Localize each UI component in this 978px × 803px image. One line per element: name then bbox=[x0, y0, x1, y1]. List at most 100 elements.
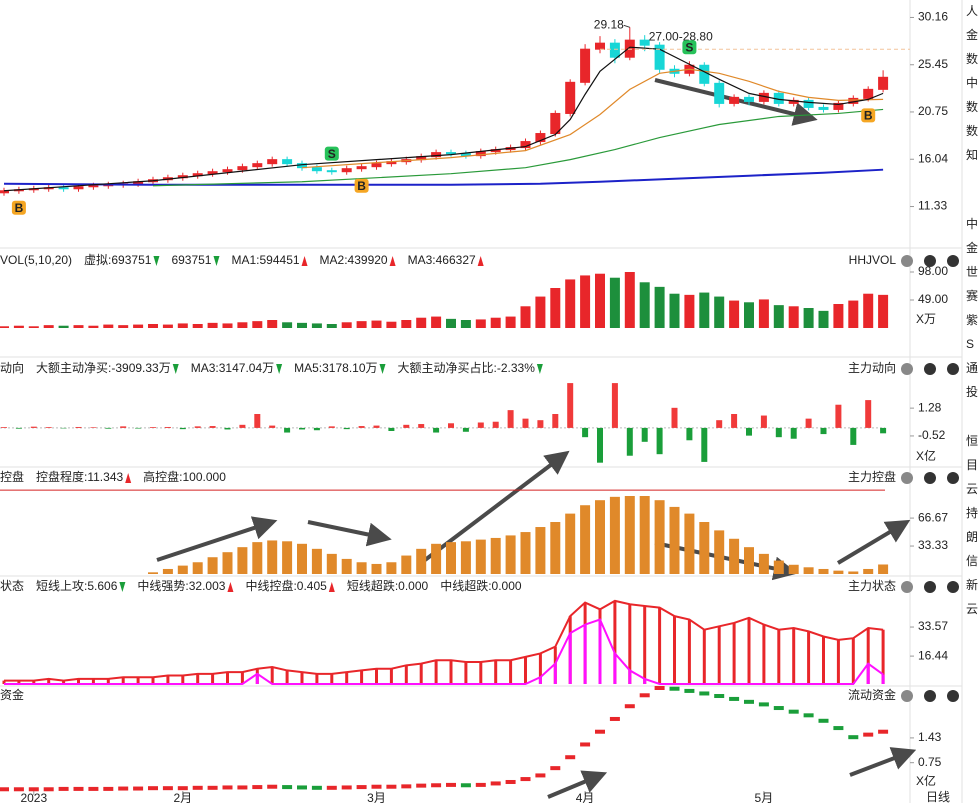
bar bbox=[448, 423, 454, 428]
flow-step bbox=[58, 786, 69, 791]
flow-step bbox=[13, 787, 24, 792]
flow-step bbox=[639, 693, 650, 698]
trend-icon bbox=[213, 256, 220, 266]
flow-step bbox=[595, 729, 605, 734]
sidebar-text: 金 bbox=[966, 240, 978, 255]
bar bbox=[520, 532, 531, 574]
bar bbox=[164, 426, 171, 428]
panel-icon bbox=[947, 472, 959, 484]
y-tick-label: 33.57 bbox=[918, 619, 948, 633]
bar bbox=[285, 670, 289, 684]
flow-step bbox=[863, 732, 874, 737]
signal-label: B bbox=[357, 179, 366, 193]
bar bbox=[133, 324, 144, 328]
candle-body bbox=[371, 163, 382, 168]
bar bbox=[807, 631, 811, 684]
bar bbox=[628, 604, 632, 684]
candle-body bbox=[699, 64, 710, 84]
flow-step bbox=[654, 686, 665, 690]
legend-item: 大额主动净买占比:-2.33% bbox=[398, 360, 536, 375]
bar bbox=[762, 624, 766, 684]
flow-step bbox=[192, 785, 203, 790]
candle-body bbox=[252, 163, 263, 168]
bar bbox=[790, 427, 797, 439]
legend-item: 中线强势:32.003 bbox=[137, 578, 225, 593]
flow-step bbox=[162, 786, 173, 791]
bar bbox=[434, 660, 438, 684]
y-tick-label: 30.16 bbox=[918, 10, 948, 24]
bar bbox=[490, 317, 501, 328]
bar bbox=[747, 617, 751, 684]
bar bbox=[252, 321, 263, 328]
panel-title: 主力状态 bbox=[848, 579, 896, 593]
trend-arrow bbox=[307, 520, 392, 547]
bar bbox=[565, 279, 576, 328]
bar bbox=[654, 500, 665, 574]
bar bbox=[211, 673, 215, 684]
signal-label: B bbox=[15, 201, 24, 215]
bar bbox=[538, 653, 542, 684]
bar bbox=[356, 562, 367, 574]
bar bbox=[479, 661, 483, 684]
flow-step bbox=[0, 787, 9, 792]
panel-title: 流动资金 bbox=[848, 687, 896, 702]
sidebar-text: 投 bbox=[966, 384, 978, 399]
bar bbox=[788, 306, 799, 328]
x-tick-label: 2023 bbox=[20, 791, 47, 803]
candle-body bbox=[624, 39, 635, 58]
bar bbox=[580, 505, 591, 574]
y-tick-label: 66.67 bbox=[918, 510, 948, 524]
bar bbox=[401, 555, 412, 574]
bar bbox=[835, 404, 842, 428]
bar bbox=[15, 427, 22, 429]
bar bbox=[373, 425, 380, 428]
sidebar-text: S bbox=[966, 337, 974, 351]
bar bbox=[820, 427, 827, 435]
bar bbox=[550, 288, 561, 328]
bar bbox=[418, 424, 425, 428]
bar bbox=[641, 427, 648, 442]
legend-item: MA2:439920 bbox=[320, 253, 388, 267]
legend-item: MA1:594451 bbox=[231, 253, 299, 267]
panel-icon bbox=[924, 472, 936, 484]
series-line bbox=[4, 618, 884, 685]
bar bbox=[224, 427, 231, 430]
bar bbox=[151, 677, 155, 684]
bar bbox=[803, 567, 814, 574]
flow-step bbox=[341, 785, 352, 790]
bar bbox=[62, 680, 66, 684]
bar bbox=[403, 424, 410, 428]
bar bbox=[389, 668, 393, 684]
candle-body bbox=[714, 82, 725, 104]
ma-line bbox=[152, 108, 884, 187]
legend-item: 中线控盘:0.405 bbox=[245, 578, 327, 593]
bar bbox=[654, 286, 665, 328]
bar bbox=[282, 322, 293, 328]
bar bbox=[162, 324, 173, 328]
y-tick-label: 20.75 bbox=[918, 104, 948, 118]
bar bbox=[833, 304, 844, 328]
flow-step bbox=[818, 718, 829, 723]
flow-step bbox=[267, 784, 278, 789]
trend-icon bbox=[477, 256, 484, 266]
candle-body bbox=[267, 159, 278, 165]
bar bbox=[583, 624, 587, 684]
bar bbox=[673, 616, 676, 684]
candle-body bbox=[237, 166, 248, 171]
bar bbox=[341, 558, 352, 574]
bar bbox=[863, 293, 874, 328]
bar bbox=[701, 427, 708, 462]
flow-step bbox=[669, 686, 680, 691]
bar bbox=[464, 661, 468, 684]
trend-icon bbox=[389, 256, 396, 266]
bar bbox=[30, 426, 37, 428]
bar bbox=[878, 294, 889, 328]
sidebar-text: 朗 bbox=[966, 530, 978, 544]
bar bbox=[446, 542, 456, 574]
flow-step bbox=[684, 688, 695, 693]
range-label: 27.00-28.80 bbox=[649, 29, 713, 43]
bar bbox=[788, 564, 799, 574]
bar bbox=[136, 677, 140, 684]
bar bbox=[505, 535, 516, 574]
